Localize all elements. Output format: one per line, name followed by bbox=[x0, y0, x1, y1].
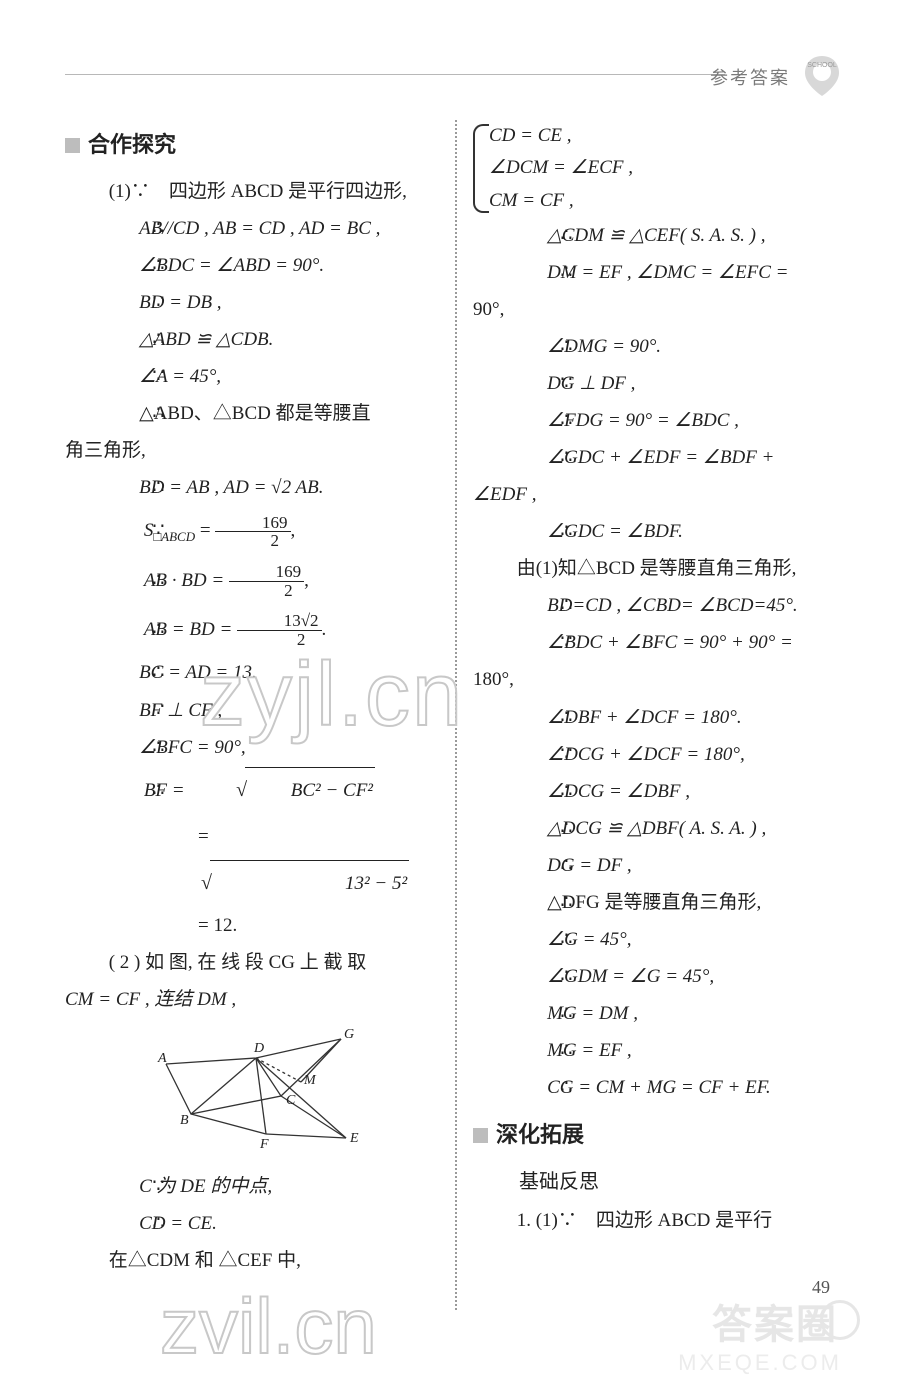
right-column: CD = CE , ∠DCM = ∠ECF , CM = CF , ∴△CDM … bbox=[455, 120, 845, 1310]
line: ∴BD = AB , AD = √2 AB. bbox=[65, 469, 437, 506]
content-columns: 合作探究 (1)∵ 四边形 ABCD 是平行四边形, ∴AB//CD , AB … bbox=[65, 120, 845, 1310]
line: ∴ BF = BC² − CF² bbox=[65, 766, 437, 814]
svg-text:C: C bbox=[286, 1093, 296, 1108]
svg-text:E: E bbox=[349, 1131, 359, 1146]
school-icon: SCHOOL bbox=[799, 52, 845, 98]
footer-mark: MXEQE.COM bbox=[678, 1350, 842, 1376]
line: ∵DG ⊥ DF , bbox=[473, 365, 845, 402]
line: ∴∠GDC = ∠BDF. bbox=[473, 513, 845, 550]
line: ∴△CDM ≌ △CEF( S. A. S. ) , bbox=[473, 217, 845, 254]
header-label: 参考答案 bbox=[710, 64, 790, 90]
line: ∴∠BFC = 90°, bbox=[65, 729, 437, 766]
line: ∴△DFG 是等腰直角三角形, bbox=[473, 884, 845, 921]
line: ∴∠G = 45°, bbox=[473, 921, 845, 958]
line: CM = CF , 连结 DM , bbox=[65, 981, 437, 1018]
svg-text:G: G bbox=[344, 1027, 354, 1042]
section-heading: 深化拓展 bbox=[473, 1114, 845, 1157]
line: ∴∠DMG = 90°. bbox=[473, 328, 845, 365]
line: (1)∵ 四边形 ABCD 是平行四边形, bbox=[65, 173, 437, 210]
section-heading: 合作探究 bbox=[65, 124, 437, 167]
line: ∵∠DCG + ∠DCF = 180°, bbox=[473, 736, 845, 773]
line: ∴AB//CD , AB = CD , AD = BC , bbox=[65, 210, 437, 247]
line: ∠EDF , bbox=[473, 476, 845, 513]
subheading: 基础反思 bbox=[473, 1163, 845, 1202]
line: ∴∠GDC + ∠EDF = ∠BDF + bbox=[473, 439, 845, 476]
line: ∴∠DBF + ∠DCF = 180°. bbox=[473, 699, 845, 736]
line: ∴CG = CM + MG = CF + EF. bbox=[473, 1069, 845, 1106]
line: 由(1)知△BCD 是等腰直角三角形, bbox=[473, 550, 845, 587]
line: ∴∠BDC = ∠ABD = 90°. bbox=[65, 247, 437, 284]
svg-text:B: B bbox=[180, 1113, 189, 1128]
line: 1. (1)∵ 四边形 ABCD 是平行 bbox=[473, 1202, 845, 1239]
line: CD = CE , bbox=[489, 120, 633, 152]
line: ∴MG = DM , bbox=[473, 995, 845, 1032]
line: CM = CF , bbox=[489, 185, 633, 217]
page-header: 参考答案 SCHOOL bbox=[65, 50, 845, 120]
line: ∵ S□ABCD = 1692, bbox=[65, 506, 437, 555]
stamp-icon bbox=[820, 1300, 860, 1340]
line: ( 2 ) 如 图, 在 线 段 CG 上 截 取 bbox=[65, 944, 437, 981]
line: ∴∠FDG = 90° = ∠BDC , bbox=[473, 402, 845, 439]
line: ∵C 为 DE 的中点, bbox=[65, 1168, 437, 1205]
line: 在△CDM 和 △CEF 中, bbox=[65, 1242, 437, 1279]
line: ∠DCM = ∠ECF , bbox=[489, 152, 633, 184]
line: ∴△DCG ≌ △DBF( A. S. A. ) , bbox=[473, 810, 845, 847]
svg-text:SCHOOL: SCHOOL bbox=[807, 62, 837, 69]
header-rule bbox=[65, 74, 725, 75]
column-divider bbox=[455, 120, 457, 1310]
line: ∵∠BDC + ∠BFC = 90° + 90° = bbox=[473, 624, 845, 661]
line: ∴ AB · BD = 1692, bbox=[65, 556, 437, 605]
line: ∴∠DCG = ∠DBF , bbox=[473, 773, 845, 810]
line: 角三角形, bbox=[65, 432, 437, 469]
svg-text:A: A bbox=[157, 1051, 167, 1066]
line: ∴BC = AD = 13. bbox=[65, 654, 437, 691]
svg-text:F: F bbox=[259, 1137, 269, 1152]
line: ∴DM = EF , ∠DMC = ∠EFC = bbox=[473, 254, 845, 291]
line: ∴△ABD、△BCD 都是等腰直 bbox=[65, 395, 437, 432]
line: ∵∠A = 45°, bbox=[65, 358, 437, 395]
page-number: 49 bbox=[812, 1277, 830, 1298]
line: ∴△ABD ≌ △CDB. bbox=[65, 321, 437, 358]
line: 90°, bbox=[473, 291, 845, 328]
line: 180°, bbox=[473, 661, 845, 698]
line: ∴∠GDM = ∠G = 45°, bbox=[473, 958, 845, 995]
line: ∵BD = DB , bbox=[65, 284, 437, 321]
left-column: 合作探究 (1)∵ 四边形 ABCD 是平行四边形, ∴AB//CD , AB … bbox=[65, 120, 455, 1310]
line: ∴CD = CE. bbox=[65, 1205, 437, 1242]
line: ∴BD=CD , ∠CBD= ∠BCD=45°. bbox=[473, 587, 845, 624]
line: = 12. bbox=[65, 907, 437, 944]
page: 参考答案 SCHOOL 合作探究 (1)∵ 四边形 ABCD 是平行四边形, ∴… bbox=[0, 0, 900, 1390]
svg-text:D: D bbox=[253, 1041, 264, 1056]
line: = 13² − 5² bbox=[65, 814, 437, 908]
line: ∴DG = DF , bbox=[473, 847, 845, 884]
line: ∵BF ⊥ CF , bbox=[65, 692, 437, 729]
line: ∴MG = EF , bbox=[473, 1032, 845, 1069]
svg-text:M: M bbox=[303, 1073, 317, 1088]
geometry-diagram: A B C D E F G M bbox=[136, 1024, 366, 1164]
brace-system: CD = CE , ∠DCM = ∠ECF , CM = CF , bbox=[473, 120, 633, 217]
line: ∴ AB = BD = 13√22. bbox=[65, 605, 437, 654]
